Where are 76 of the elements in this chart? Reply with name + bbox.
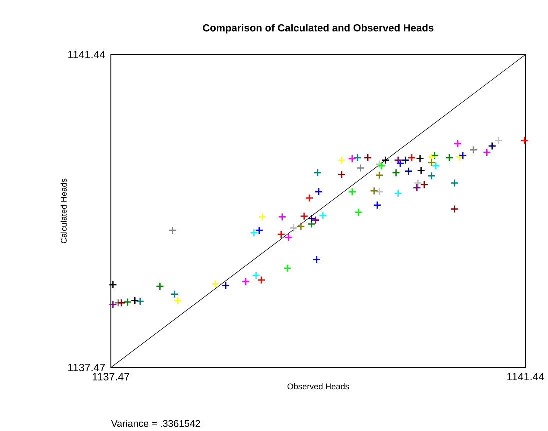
point [257,276,266,284]
point [174,296,182,305]
point [130,296,140,305]
point [394,156,403,164]
point [469,146,478,154]
point [417,166,426,175]
point [394,189,403,198]
point [312,216,320,224]
point [211,280,220,288]
point [450,204,459,214]
point [168,226,177,235]
point [278,212,287,222]
point [520,136,529,145]
point [428,158,436,167]
point [445,154,454,162]
point [370,186,378,196]
point [420,180,429,189]
point [392,168,400,178]
point [308,214,316,223]
point [305,194,314,202]
point [450,178,459,188]
point [454,140,462,148]
point [297,222,306,231]
point [408,154,416,162]
point [338,170,346,179]
point [300,212,308,220]
point [428,172,436,180]
point [255,226,264,235]
point [170,290,179,298]
point [482,148,492,157]
point [109,280,118,289]
point [353,154,362,162]
point [242,278,250,286]
text: Variance = .3361542 [111,420,200,428]
point [364,154,372,162]
point [458,151,468,160]
point [258,212,267,222]
point [156,282,164,291]
point [252,271,260,280]
point [314,188,324,196]
x-axis-title: Observed Heads [288,383,350,390]
point [308,220,316,228]
point [354,208,363,216]
point [348,154,357,163]
point [290,224,298,232]
point [375,171,384,180]
point [283,264,292,272]
point [222,281,230,290]
point [412,184,422,192]
point [375,188,384,196]
point [494,136,503,145]
point [318,211,328,220]
point [432,162,440,170]
point [338,156,346,164]
point [348,188,357,196]
point [373,201,382,210]
point [404,167,413,176]
point [109,300,118,309]
point [488,142,497,150]
y-axis-title: Calculated Heads [60,178,67,244]
point [416,154,424,163]
point [124,298,132,306]
point [428,152,436,162]
point [312,255,322,264]
point [430,151,440,160]
point [356,164,365,172]
point [277,230,286,239]
point [284,233,293,242]
point [414,178,422,188]
point [250,228,258,237]
point [382,156,390,164]
point [136,297,145,306]
point [117,298,126,308]
point [402,156,410,164]
chart-title: Comparison of Calculated and Observed Heads [203,24,434,34]
point [314,168,322,178]
